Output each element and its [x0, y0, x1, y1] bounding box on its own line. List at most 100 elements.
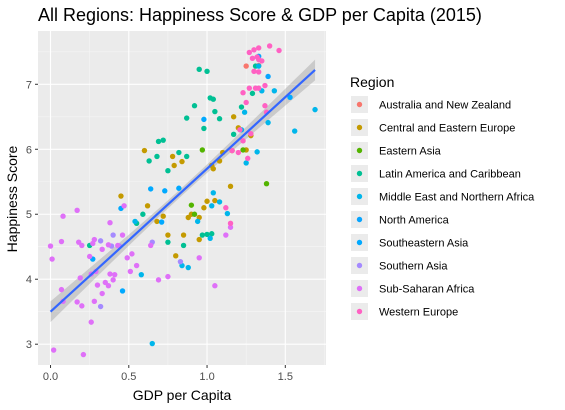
data-point: [107, 219, 113, 226]
data-point: [209, 203, 215, 209]
legend-marker: [356, 285, 363, 292]
legend-marker: [356, 170, 363, 177]
y-tick-label: 7: [26, 79, 32, 91]
data-point: [230, 114, 237, 120]
data-point: [91, 236, 98, 243]
data-point: [255, 85, 262, 91]
data-point: [185, 264, 191, 271]
data-point: [265, 119, 271, 126]
data-point: [312, 106, 318, 113]
data-point: [229, 147, 235, 154]
data-point: [246, 85, 253, 91]
data-points: [47, 43, 318, 358]
data-point: [119, 288, 126, 294]
data-point: [147, 242, 154, 249]
data-point: [249, 90, 256, 97]
data-point: [183, 115, 190, 121]
data-point: [144, 203, 151, 209]
data-point: [243, 160, 249, 166]
data-point: [79, 242, 85, 249]
data-point: [255, 45, 262, 51]
data-point: [191, 211, 198, 217]
data-point: [110, 232, 116, 238]
data-point: [255, 69, 262, 75]
data-point: [179, 158, 185, 165]
data-point: [249, 55, 256, 61]
data-point: [227, 220, 234, 227]
data-point: [245, 155, 251, 162]
data-point: [201, 205, 207, 211]
data-point: [74, 207, 80, 214]
data-point: [191, 103, 198, 109]
legend: Region Australia and New Zealand Central …: [350, 74, 535, 320]
data-point: [224, 210, 231, 217]
data-point: [238, 104, 245, 110]
data-point: [204, 198, 210, 204]
data-point: [99, 246, 105, 253]
data-point: [227, 224, 234, 230]
y-axis-title: Happiness Score: [4, 145, 20, 252]
data-point: [287, 94, 293, 100]
data-point: [183, 153, 190, 160]
data-point: [176, 185, 182, 191]
data-point: [251, 68, 257, 74]
data-point: [86, 253, 93, 260]
data-point: [251, 47, 257, 53]
data-point: [79, 303, 85, 309]
data-point: [180, 242, 187, 249]
data-point: [201, 125, 207, 132]
data-point: [146, 158, 152, 164]
data-point: [99, 290, 105, 297]
data-point: [240, 90, 246, 96]
data-point: [265, 73, 271, 80]
data-point: [111, 271, 118, 278]
data-point: [204, 68, 210, 74]
data-point: [58, 286, 65, 293]
data-point: [91, 298, 98, 305]
data-point: [107, 271, 113, 277]
legend-label: Eastern Asia: [379, 146, 442, 158]
data-point: [266, 43, 273, 49]
data-point: [246, 49, 253, 56]
data-point: [207, 235, 213, 241]
data-point: [241, 109, 248, 115]
data-point: [176, 149, 182, 156]
data-point: [124, 255, 130, 261]
data-point: [263, 181, 270, 187]
data-point: [240, 147, 246, 153]
data-point: [291, 128, 298, 134]
data-point: [140, 211, 146, 217]
data-point: [118, 193, 124, 199]
x-tick-label: 0.0: [43, 371, 58, 383]
data-point: [271, 88, 278, 94]
data-point: [243, 63, 249, 69]
data-point: [173, 253, 179, 259]
data-point: [254, 149, 260, 155]
legend-marker: [356, 193, 363, 200]
data-point: [160, 137, 166, 143]
data-point: [50, 347, 57, 353]
data-point: [141, 147, 148, 154]
data-point: [262, 82, 268, 89]
data-point: [235, 149, 242, 156]
legend-label: Sub-Saharan Africa: [379, 284, 475, 296]
x-tick-label: 0.5: [121, 371, 136, 383]
data-point: [129, 251, 135, 257]
legend-title: Region: [350, 74, 394, 90]
legend-marker: [356, 216, 363, 223]
data-point: [165, 232, 171, 238]
legend-marker: [356, 147, 363, 154]
legend-label: North America: [379, 215, 450, 227]
data-point: [248, 130, 254, 137]
data-point: [196, 66, 202, 73]
major-grid: [38, 31, 326, 365]
legend-marker: [356, 262, 363, 269]
data-point: [262, 103, 268, 109]
data-point: [74, 299, 80, 305]
data-point: [230, 131, 237, 138]
x-tick-label: 1.0: [199, 371, 214, 383]
y-tick-label: 5: [26, 209, 32, 221]
data-point: [154, 218, 160, 225]
data-point: [162, 188, 168, 194]
data-point: [212, 283, 218, 289]
